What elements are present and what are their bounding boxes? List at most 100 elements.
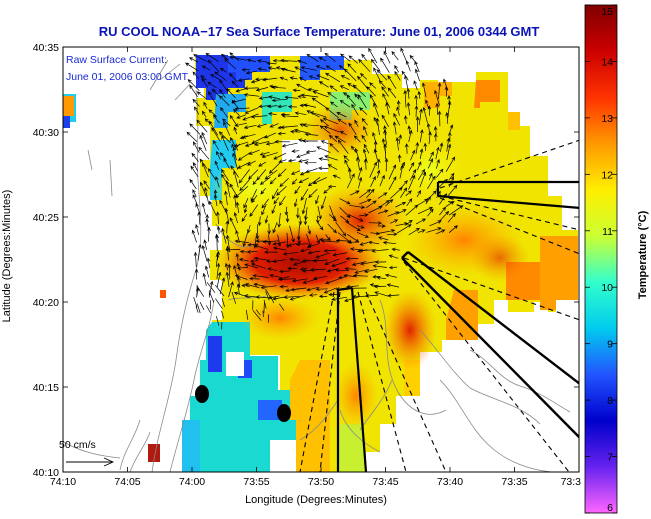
current-vector [189,178,197,190]
current-vector [284,206,289,216]
current-vector [332,174,341,179]
current-vector [371,58,381,71]
current-vector [325,72,341,83]
current-vector [272,188,279,200]
current-vector [331,296,348,301]
current-vector [208,109,217,117]
current-vector [315,65,327,70]
current-vector [320,140,329,145]
current-vector [377,192,388,199]
current-vector [265,141,277,146]
current-vector [219,67,227,73]
current-vector [408,129,413,142]
current-vector [324,52,336,62]
current-vector [241,283,250,288]
current-vector [216,225,221,234]
current-vector [445,156,456,172]
current-vector [259,151,270,156]
current-vector [315,195,320,205]
current-vector [261,198,269,209]
current-vector [387,87,397,99]
current-vector [304,132,319,137]
current-vector [262,310,264,318]
current-vector [254,77,268,82]
current-vector [445,111,449,124]
colorbar-tick-label: 12 [601,169,613,181]
current-vector [325,107,339,119]
current-vector [356,156,360,170]
current-vector [271,204,276,215]
current-vector [269,177,277,185]
current-vector [192,189,197,197]
current-vector [379,174,385,187]
current-vector [207,59,220,73]
current-vector [363,143,370,154]
current-vector [306,286,319,292]
current-vector [193,106,200,115]
current-vector [227,263,232,280]
current-vector [243,93,260,97]
current-vector [229,55,247,61]
current-vector [324,155,339,161]
current-vector [325,65,336,72]
current-vector [348,55,358,64]
current-vector [308,188,318,198]
current-vector [353,135,361,143]
current-vector [446,143,452,161]
current-vector [387,293,400,298]
current-vector [376,276,387,280]
colorbar-tick-label: 9 [607,339,613,351]
current-vector [352,84,366,97]
current-vector [405,190,412,197]
current-vector [260,285,277,290]
current-vector [203,239,208,250]
current-vector [364,293,379,298]
current-vector [340,75,350,80]
current-vector [215,253,220,268]
current-vector [323,287,338,294]
current-vector [239,179,250,192]
current-vector [439,142,444,153]
current-vector [359,73,368,80]
current-vector [363,158,368,170]
current-vector [415,141,420,154]
current-vector [370,231,381,236]
current-vector [196,91,207,100]
current-vector [267,66,277,70]
current-vector [403,115,408,125]
current-vector [344,266,357,271]
current-vector [232,152,239,170]
current-vector [241,67,250,72]
current-vector [435,146,440,160]
current-vector [327,184,337,189]
current-vector [305,168,318,174]
current-vector [221,227,227,244]
current-vector [265,288,271,298]
current-vector [356,231,370,238]
current-vector [315,252,330,259]
current-vector [291,178,298,185]
current-vector [225,220,230,234]
colorbar-tick-label: 8 [607,395,613,407]
current-vector [207,226,211,242]
current-vector [187,79,200,91]
current-vector [214,71,227,81]
current-vector [379,200,390,208]
current-vector [358,248,376,253]
current-vector [207,81,217,89]
y-tick-label: 40:30 [33,127,59,139]
current-vector [277,104,287,109]
current-vector [449,176,455,188]
current-vector [279,177,289,188]
current-vector [404,74,409,90]
current-vector [196,119,208,133]
current-vector [378,229,396,234]
current-vector [334,268,350,272]
x-tick-label: 73:55 [243,476,269,488]
current-vector [233,291,251,299]
current-vector [235,229,241,243]
current-vector [349,286,367,291]
current-vector [313,275,328,281]
current-vector [307,250,321,255]
current-vector [270,297,275,304]
